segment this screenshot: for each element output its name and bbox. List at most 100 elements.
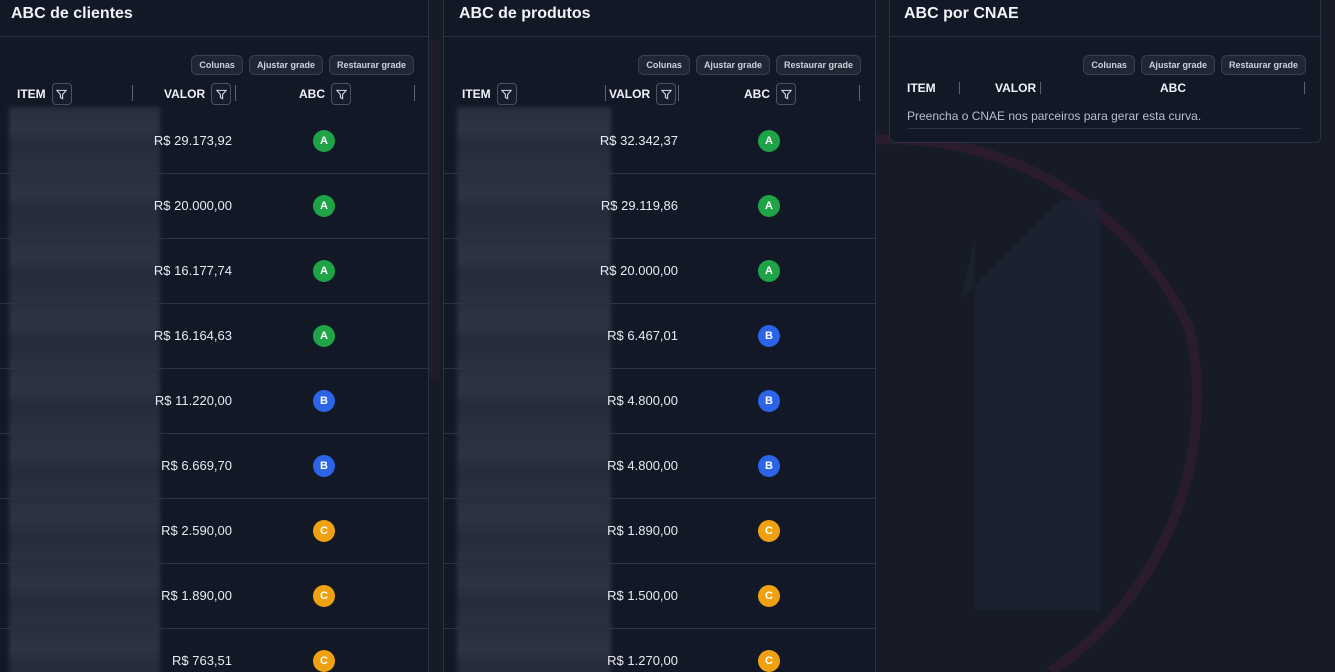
grid-toolbar: Colunas Ajustar grade Restaurar grade <box>444 37 875 75</box>
filter-icon[interactable] <box>656 83 677 105</box>
cell-value: R$ 29.119,86 <box>600 198 678 213</box>
filter-icon[interactable] <box>51 83 72 105</box>
redacted-item-name <box>9 302 160 369</box>
table-header: ITEM VALOR ABC <box>890 75 1320 99</box>
cell-value: R$ 29.173,92 <box>153 133 232 148</box>
cell-value: R$ 20.000,00 <box>599 263 678 278</box>
column-separator[interactable] <box>678 85 679 101</box>
abc-class-badge: A <box>758 260 780 282</box>
filter-icon[interactable] <box>331 83 351 105</box>
col-value-header[interactable]: VALOR <box>995 81 1036 95</box>
redacted-item-name <box>457 237 611 304</box>
table-row[interactable]: R$ 1.890,00 C <box>0 562 428 629</box>
col-value-header[interactable]: VALOR <box>164 83 232 105</box>
fit-grid-button[interactable]: Ajustar grade <box>695 55 770 75</box>
table-row[interactable]: R$ 16.164,63 A <box>0 302 428 369</box>
abc-class-badge: C <box>758 650 780 672</box>
column-separator[interactable] <box>605 85 606 101</box>
table-row[interactable]: R$ 1.500,00 C <box>444 562 875 629</box>
col-abc-header[interactable]: ABC <box>1160 81 1186 95</box>
table-header: ITEM VALOR ABC <box>0 75 428 109</box>
table-row[interactable]: R$ 16.177,74 A <box>0 237 428 304</box>
filter-icon[interactable] <box>776 83 796 105</box>
table-row[interactable]: R$ 1.270,00 C <box>444 627 875 672</box>
cell-value: R$ 32.342,37 <box>599 133 678 148</box>
table-row[interactable]: R$ 29.173,92 A <box>0 107 428 174</box>
col-item-label: ITEM <box>462 87 491 101</box>
columns-button[interactable]: Colunas <box>191 55 243 75</box>
table-row[interactable]: R$ 4.800,00 B <box>444 367 875 434</box>
redacted-item-name <box>457 302 611 369</box>
panel-title: ABC de clientes <box>0 0 428 37</box>
redacted-item-name <box>9 237 160 304</box>
table-row[interactable]: R$ 6.669,70 B <box>0 432 428 499</box>
table-row[interactable]: R$ 29.119,86 A <box>444 172 875 239</box>
col-value-header[interactable]: VALOR <box>609 83 677 105</box>
abc-class-badge: B <box>313 455 335 477</box>
columns-button[interactable]: Colunas <box>638 55 690 75</box>
table-row[interactable]: R$ 32.342,37 A <box>444 107 875 174</box>
column-separator[interactable] <box>235 85 236 101</box>
col-abc-label: ABC <box>299 87 325 101</box>
cell-value: R$ 1.500,00 <box>607 588 678 603</box>
cell-value: R$ 4.800,00 <box>607 393 678 408</box>
fit-grid-button[interactable]: Ajustar grade <box>1140 55 1215 75</box>
divider <box>908 128 1301 129</box>
cell-value: R$ 20.000,00 <box>153 198 232 213</box>
restore-grid-button[interactable]: Restaurar grade <box>328 55 414 75</box>
abc-class-badge: B <box>758 455 780 477</box>
redacted-item-name <box>457 562 611 629</box>
column-separator[interactable] <box>1304 82 1305 94</box>
redacted-item-name <box>457 107 611 174</box>
col-item-header[interactable]: ITEM <box>17 83 72 105</box>
fit-grid-button[interactable]: Ajustar grade <box>248 55 323 75</box>
table-row[interactable]: R$ 11.220,00 B <box>0 367 428 434</box>
panel-title: ABC por CNAE <box>890 0 1320 37</box>
table-row[interactable]: R$ 2.590,00 C <box>0 497 428 564</box>
col-value-label: VALOR <box>995 81 1037 95</box>
filter-icon[interactable] <box>496 83 517 105</box>
column-separator[interactable] <box>859 85 860 101</box>
column-separator[interactable] <box>1040 82 1041 94</box>
cell-value: R$ 11.220,00 <box>154 393 232 408</box>
columns-button[interactable]: Colunas <box>1083 55 1135 75</box>
col-abc-header[interactable]: ABC <box>299 83 351 105</box>
abc-class-badge: C <box>313 520 335 542</box>
redacted-item-name <box>9 367 160 434</box>
col-value-label: VALOR <box>609 87 651 101</box>
filter-icon[interactable] <box>211 83 232 105</box>
redacted-item-name <box>9 497 160 564</box>
abc-class-badge: A <box>313 325 335 347</box>
table-row[interactable]: R$ 20.000,00 A <box>0 172 428 239</box>
table-row[interactable]: R$ 763,51 C <box>0 627 428 672</box>
column-separator[interactable] <box>132 85 133 101</box>
redacted-item-name <box>9 432 160 499</box>
cell-value: R$ 4.800,00 <box>607 458 678 473</box>
cell-value: R$ 763,51 <box>172 653 232 668</box>
table-row[interactable]: R$ 20.000,00 A <box>444 237 875 304</box>
cell-value: R$ 1.890,00 <box>161 588 232 603</box>
col-item-header[interactable]: ITEM <box>907 81 936 95</box>
cell-value: R$ 2.590,00 <box>161 523 232 538</box>
column-separator[interactable] <box>959 82 960 94</box>
abc-class-badge: C <box>758 520 780 542</box>
grid-toolbar: Colunas Ajustar grade Restaurar grade <box>890 37 1320 75</box>
col-abc-header[interactable]: ABC <box>744 83 796 105</box>
restore-grid-button[interactable]: Restaurar grade <box>1220 55 1306 75</box>
col-item-header[interactable]: ITEM <box>462 83 517 105</box>
abc-class-badge: A <box>758 130 780 152</box>
table-row[interactable]: R$ 1.890,00 C <box>444 497 875 564</box>
abc-class-badge: B <box>313 390 335 412</box>
empty-state-message: Preencha o CNAE nos parceiros para gerar… <box>907 109 1202 123</box>
abc-class-badge: C <box>758 585 780 607</box>
table-row[interactable]: R$ 4.800,00 B <box>444 432 875 499</box>
table-header: ITEM VALOR ABC <box>444 75 875 109</box>
abc-class-badge: A <box>758 195 780 217</box>
abc-cnae-panel: ABC por CNAE Colunas Ajustar grade Resta… <box>889 0 1321 143</box>
table-row[interactable]: R$ 6.467,01 B <box>444 302 875 369</box>
redacted-item-name <box>457 497 611 564</box>
cell-value: R$ 16.164,63 <box>153 328 232 343</box>
restore-grid-button[interactable]: Restaurar grade <box>775 55 861 75</box>
column-separator[interactable] <box>414 85 415 101</box>
